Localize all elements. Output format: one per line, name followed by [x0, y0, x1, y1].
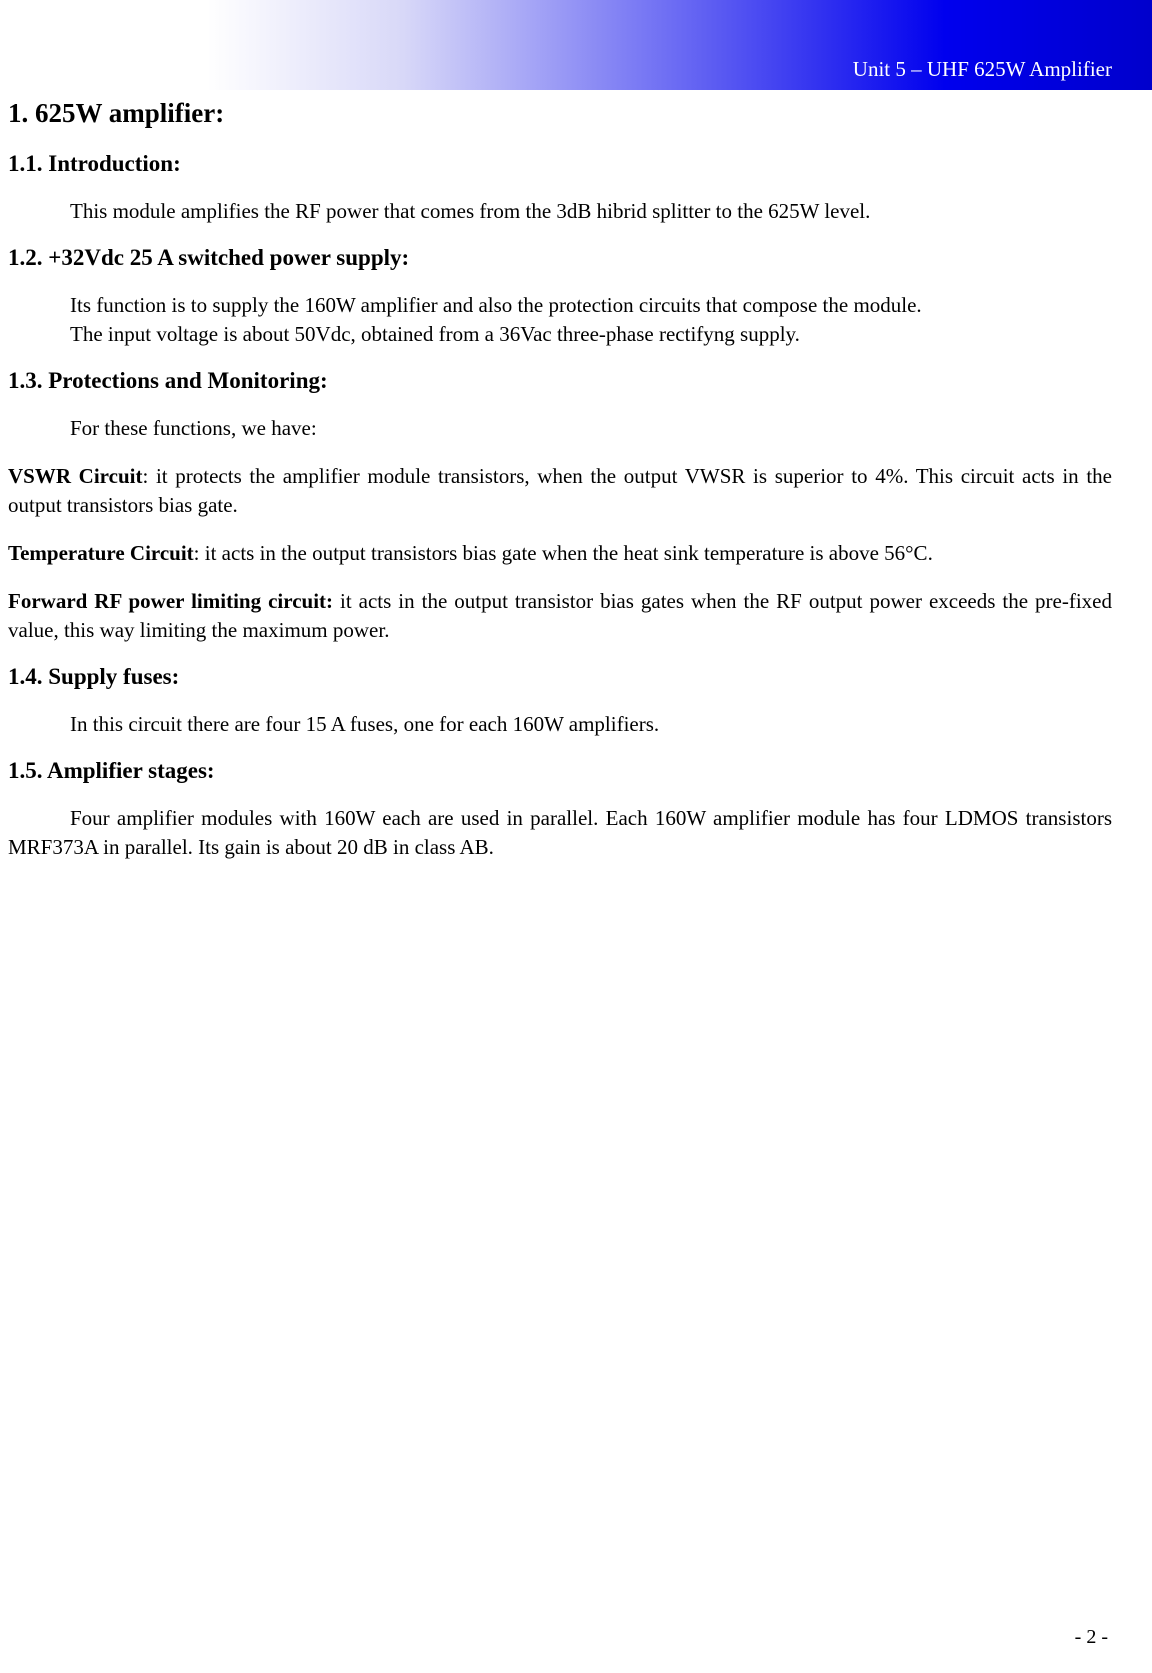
section-1-5-text: Four amplifier modules with 160W each ar…: [8, 804, 1112, 861]
section-1-3-intro: For these functions, we have:: [8, 414, 1112, 442]
section-1-2-text1: Its function is to supply the 160W ampli…: [8, 291, 1112, 319]
vswr-paragraph: VSWR Circuit: it protects the amplifier …: [8, 462, 1112, 519]
section-1-5-title: 1.5. Amplifier stages:: [8, 758, 1112, 784]
fwd-paragraph: Forward RF power limiting circuit: it ac…: [8, 587, 1112, 644]
header-banner: Unit 5 – UHF 625W Amplifier: [0, 0, 1152, 90]
vswr-label: VSWR Circuit: [8, 464, 142, 488]
section-1-4-text: In this circuit there are four 15 A fuse…: [8, 710, 1112, 738]
section-1-4-title: 1.4. Supply fuses:: [8, 664, 1112, 690]
section-1-1-text: This module amplifies the RF power that …: [8, 197, 1112, 225]
section-1-1-title: 1.1. Introduction:: [8, 151, 1112, 177]
temp-label: Temperature Circuit: [8, 541, 194, 565]
section-1-2-title: 1.2. +32Vdc 25 A switched power supply:: [8, 245, 1112, 271]
page-content: 1. 625W amplifier: 1.1. Introduction: Th…: [0, 90, 1152, 861]
vswr-text: : it protects the amplifier module trans…: [8, 464, 1112, 516]
fwd-label: Forward RF power limiting circuit:: [8, 589, 333, 613]
temp-paragraph: Temperature Circuit: it acts in the outp…: [8, 539, 1112, 567]
section-1-2-text2: The input voltage is about 50Vdc, obtain…: [8, 320, 1112, 348]
page-number: - 2 -: [1075, 1626, 1108, 1649]
section-1-3-title: 1.3. Protections and Monitoring:: [8, 368, 1112, 394]
main-title: 1. 625W amplifier:: [8, 98, 1112, 129]
header-unit-label: Unit 5 – UHF 625W Amplifier: [853, 57, 1112, 82]
temp-text: : it acts in the output transistors bias…: [194, 541, 933, 565]
